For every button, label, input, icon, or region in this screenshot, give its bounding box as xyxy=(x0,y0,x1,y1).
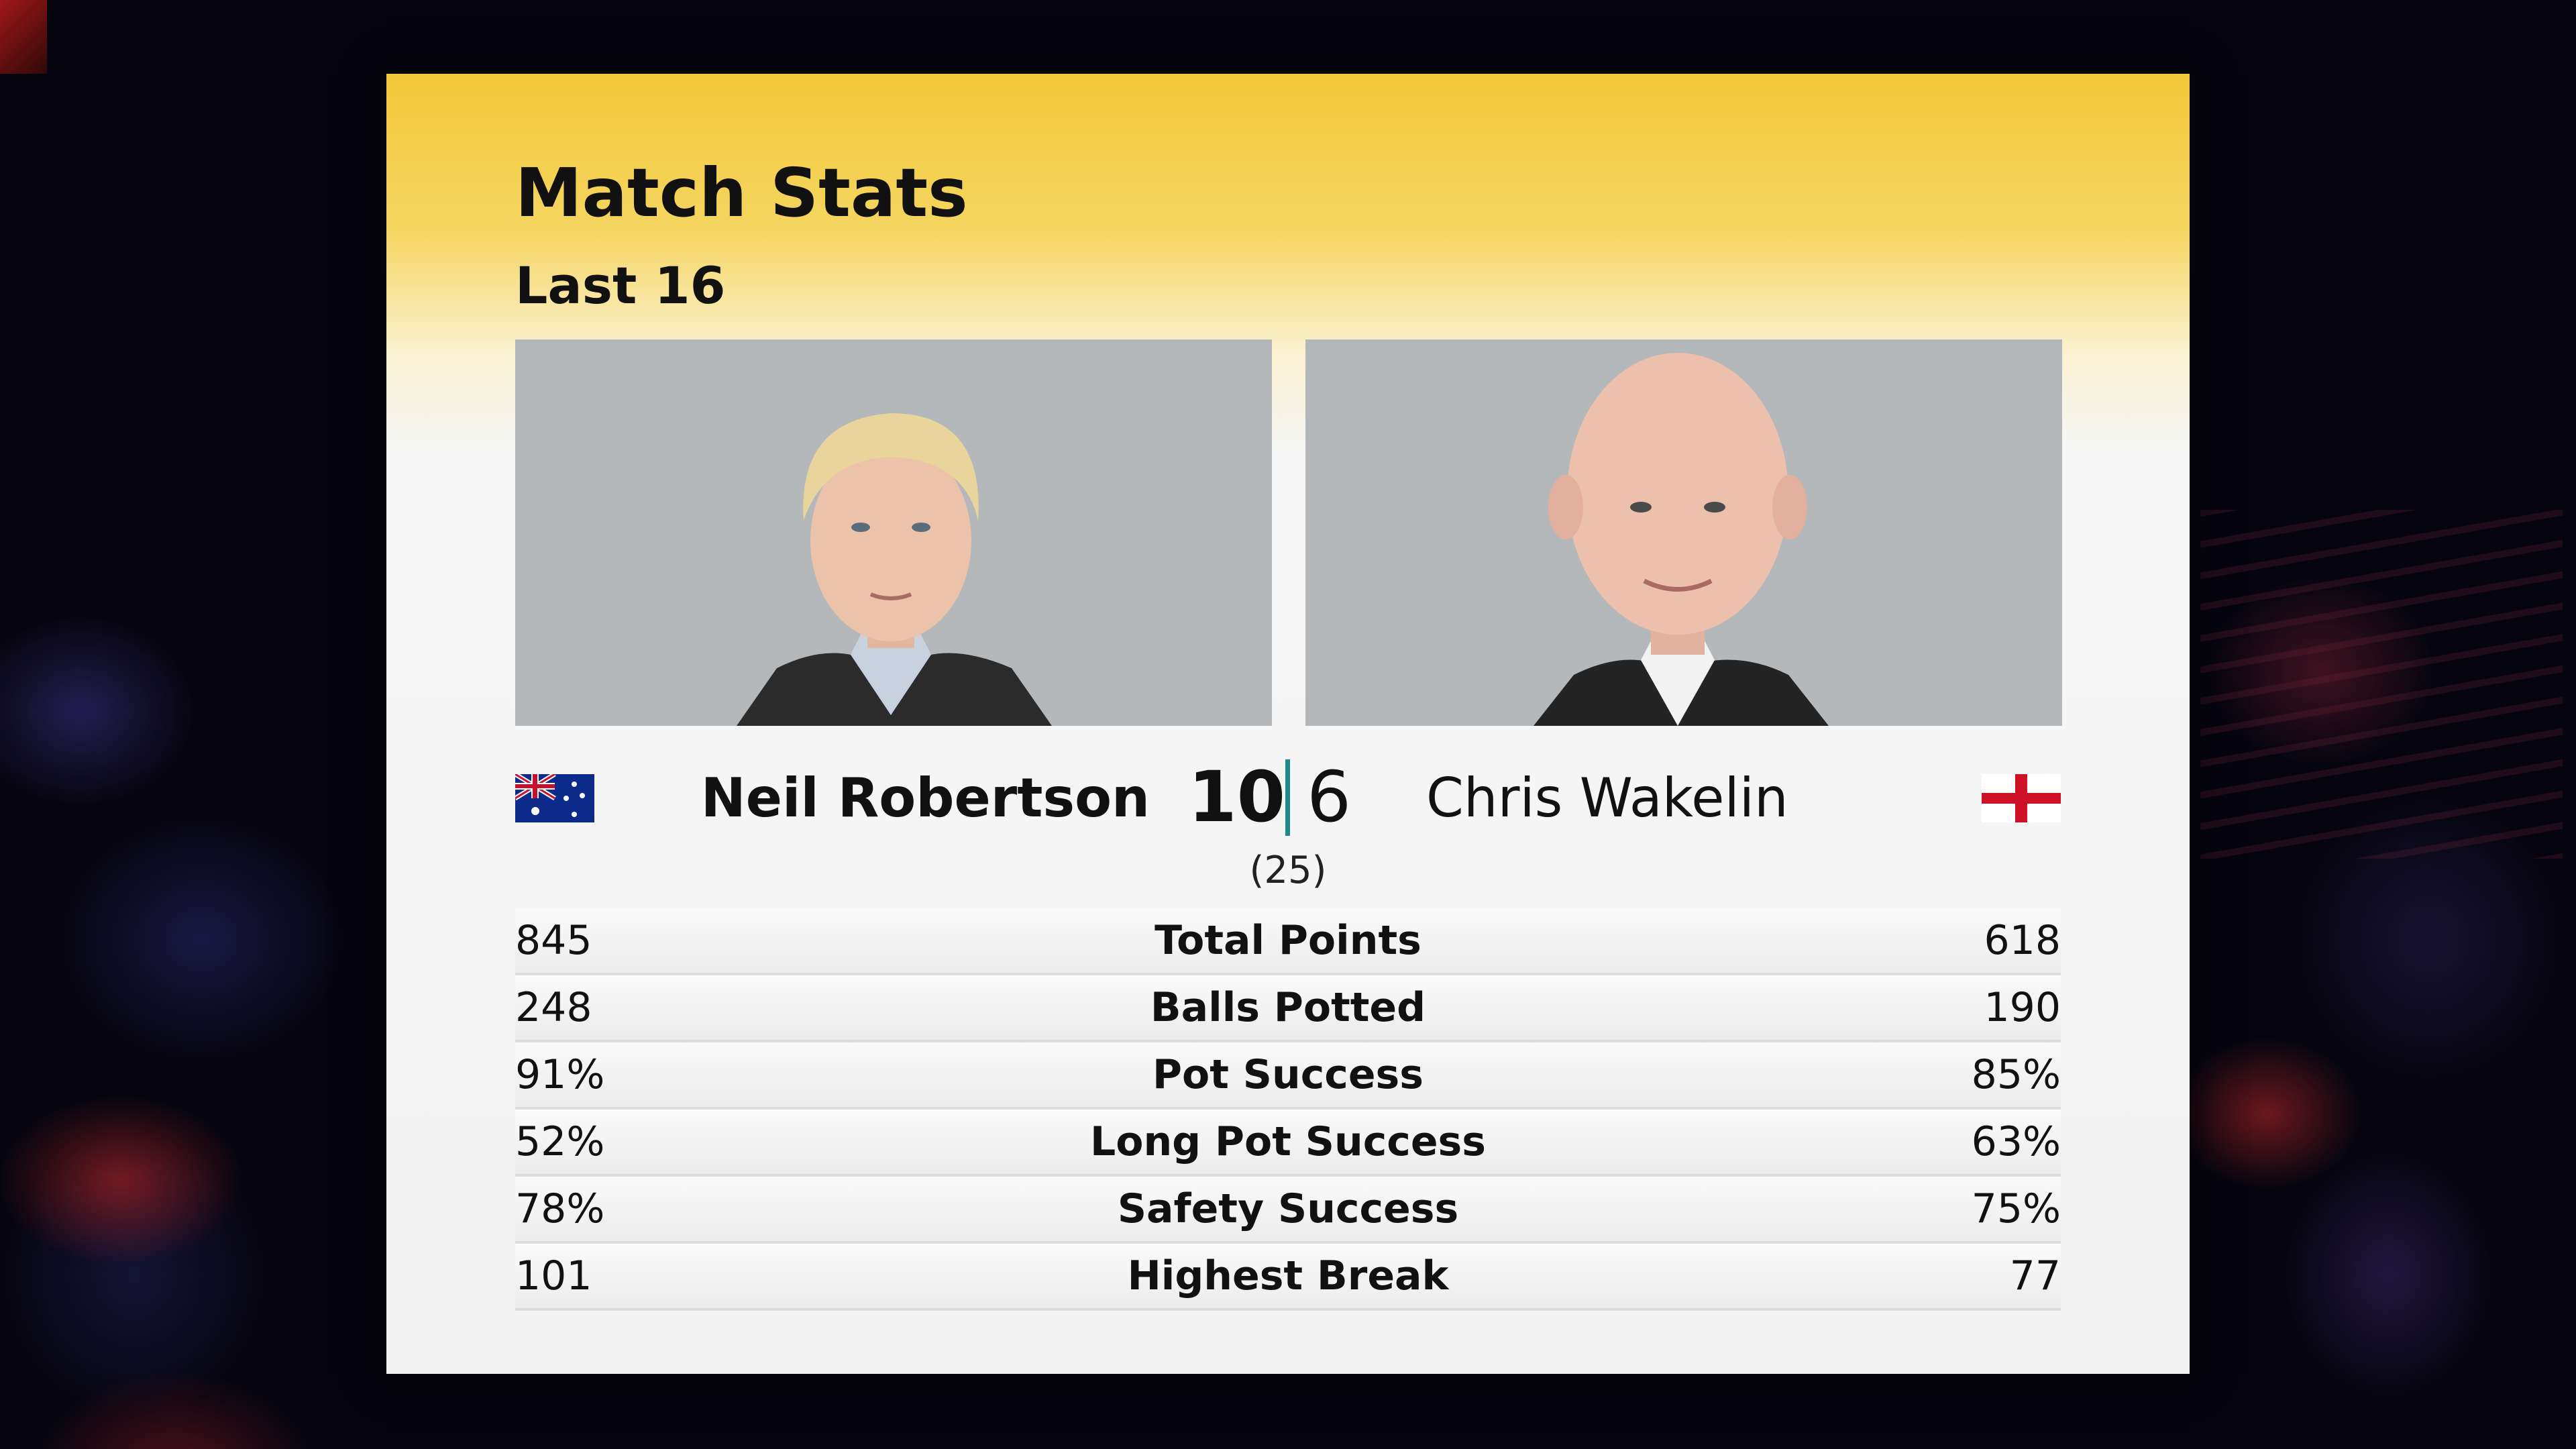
player2-stat-value: 63% xyxy=(1971,1118,2061,1165)
player1-portrait-image xyxy=(515,339,1272,726)
arena-seats xyxy=(2200,510,2563,859)
player2-name: Chris Wakelin xyxy=(1426,767,1788,829)
stat-row-balls-potted: 248 Balls Potted 190 xyxy=(515,975,2061,1042)
player2-stat-value: 75% xyxy=(1971,1185,2061,1232)
stat-label: Balls Potted xyxy=(1150,984,1426,1031)
player2-score: 6 xyxy=(1307,756,1352,838)
player1-score: 10 xyxy=(1188,756,1285,838)
stat-label: Pot Success xyxy=(1152,1051,1424,1098)
round-label: Last 16 xyxy=(515,256,726,315)
player1-name: Neil Robertson xyxy=(700,767,1150,829)
stat-row-pot-success: 91% Pot Success 85% xyxy=(515,1042,2061,1110)
stat-label: Long Pot Success xyxy=(1090,1118,1486,1165)
player1-stat-value: 845 xyxy=(515,917,592,964)
player2-stat-value: 85% xyxy=(1971,1051,2061,1098)
player2-photo xyxy=(1305,339,2062,726)
player1-stat-value: 91% xyxy=(515,1051,605,1098)
stat-row-safety-success: 78% Safety Success 75% xyxy=(515,1177,2061,1244)
player2-stat-value: 77 xyxy=(2009,1252,2061,1299)
crowd-background-right xyxy=(2187,470,2576,1449)
crowd-background-left xyxy=(0,470,389,1449)
stats-table: 845 Total Points 618 248 Balls Potted 19… xyxy=(515,908,2061,1311)
stat-row-long-pot-success: 52% Long Pot Success 63% xyxy=(515,1110,2061,1177)
player2-stat-value: 190 xyxy=(1984,984,2061,1031)
player2-stat-value: 618 xyxy=(1984,917,2061,964)
panel-title: Match Stats xyxy=(515,154,968,232)
stat-label: Highest Break xyxy=(1127,1252,1449,1299)
player1-stat-value: 101 xyxy=(515,1252,592,1299)
frames-played: (25) xyxy=(1249,849,1327,892)
australia-flag-icon xyxy=(515,774,594,822)
england-flag-icon xyxy=(1982,774,2061,822)
score-divider xyxy=(1285,759,1290,836)
match-stats-panel: Match Stats Last 16 xyxy=(386,74,2190,1374)
corner-graphic xyxy=(0,0,47,74)
player1-photo xyxy=(515,339,1272,726)
player1-stat-value: 52% xyxy=(515,1118,605,1165)
player2-portrait-image xyxy=(1305,339,2062,726)
stat-label: Safety Success xyxy=(1117,1185,1459,1232)
stat-row-total-points: 845 Total Points 618 xyxy=(515,908,2061,975)
stat-row-highest-break: 101 Highest Break 77 xyxy=(515,1244,2061,1311)
player1-stat-value: 78% xyxy=(515,1185,605,1232)
stat-label: Total Points xyxy=(1155,917,1421,964)
player1-stat-value: 248 xyxy=(515,984,592,1031)
